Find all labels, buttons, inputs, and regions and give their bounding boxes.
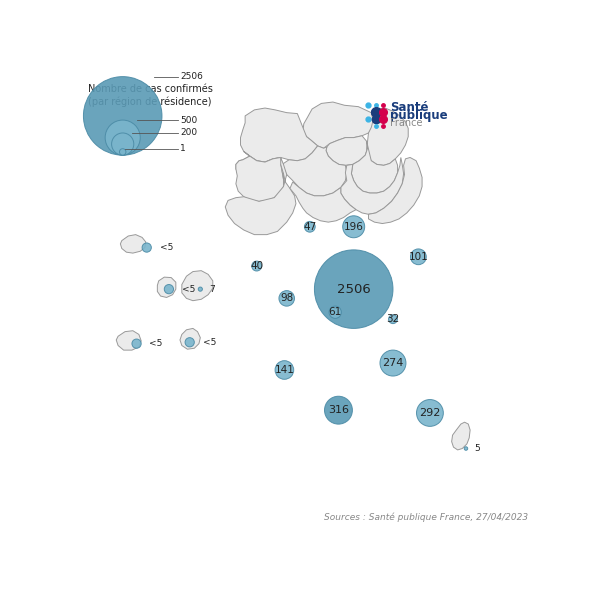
Polygon shape [116, 331, 141, 350]
Circle shape [164, 284, 173, 294]
Circle shape [329, 306, 341, 319]
Polygon shape [281, 146, 347, 196]
Polygon shape [303, 102, 377, 148]
Polygon shape [225, 157, 296, 235]
Text: 101: 101 [409, 252, 428, 262]
Polygon shape [290, 182, 356, 222]
Circle shape [105, 120, 140, 155]
Polygon shape [121, 235, 146, 253]
Text: 2506: 2506 [181, 72, 203, 81]
Text: 2506: 2506 [337, 283, 371, 296]
Text: 292: 292 [419, 408, 440, 418]
Text: <5: <5 [149, 339, 163, 348]
Circle shape [142, 243, 151, 252]
Polygon shape [452, 422, 470, 450]
Circle shape [198, 287, 202, 291]
Polygon shape [367, 108, 408, 166]
Text: 47: 47 [303, 222, 316, 232]
Text: Santé: Santé [390, 101, 428, 113]
Circle shape [275, 361, 294, 379]
Text: 32: 32 [386, 314, 400, 324]
Text: 40: 40 [250, 261, 263, 271]
Circle shape [132, 339, 141, 348]
Polygon shape [241, 108, 317, 162]
Polygon shape [182, 271, 213, 301]
Text: 141: 141 [274, 365, 295, 375]
Text: 7: 7 [209, 284, 215, 293]
Polygon shape [326, 136, 368, 166]
Polygon shape [236, 156, 282, 182]
Text: 500: 500 [181, 116, 198, 125]
Circle shape [119, 149, 126, 155]
Text: Sources : Santé publique France, 27/04/2023: Sources : Santé publique France, 27/04/2… [324, 513, 529, 523]
Circle shape [416, 400, 443, 427]
Text: 200: 200 [181, 128, 197, 137]
Polygon shape [180, 328, 200, 349]
Text: 98: 98 [280, 293, 293, 304]
Circle shape [185, 338, 194, 347]
Text: 196: 196 [344, 222, 364, 232]
Text: <5: <5 [182, 284, 195, 293]
Circle shape [464, 447, 468, 450]
Text: publique: publique [390, 109, 448, 122]
Text: <5: <5 [160, 243, 173, 252]
Circle shape [112, 133, 134, 155]
Polygon shape [368, 157, 422, 224]
Circle shape [325, 396, 352, 424]
Text: 5: 5 [475, 444, 481, 453]
Circle shape [304, 221, 315, 232]
Polygon shape [236, 151, 283, 202]
Circle shape [343, 216, 365, 238]
Polygon shape [157, 277, 176, 298]
Circle shape [389, 315, 397, 323]
Text: 274: 274 [382, 358, 404, 368]
Circle shape [252, 261, 262, 271]
Text: Nombre de cas confirmés
(par région de résidence): Nombre de cas confirmés (par région de r… [88, 83, 213, 107]
Text: France: France [390, 118, 422, 128]
Text: <5: <5 [203, 338, 216, 347]
Polygon shape [352, 141, 398, 193]
Text: 1: 1 [181, 144, 186, 153]
Circle shape [83, 77, 162, 155]
Circle shape [279, 290, 295, 306]
Circle shape [410, 249, 426, 265]
Circle shape [380, 350, 406, 376]
Polygon shape [341, 157, 404, 214]
Text: 61: 61 [329, 307, 342, 317]
Text: 316: 316 [328, 405, 349, 415]
Circle shape [314, 250, 393, 328]
